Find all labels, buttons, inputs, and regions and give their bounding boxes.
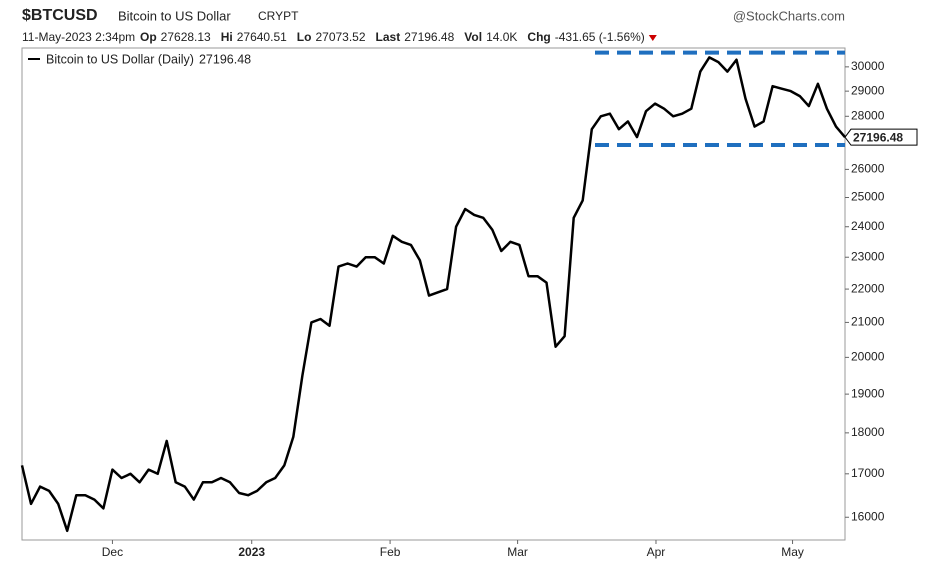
x-tick-label: Apr	[647, 545, 666, 559]
stat-label: Last	[376, 30, 401, 44]
y-tick-label: 19000	[851, 386, 885, 400]
y-tick-label: 17000	[851, 466, 885, 480]
y-tick-label: 23000	[851, 249, 885, 263]
stat-value: 14.0K	[486, 30, 517, 44]
legend-label: Bitcoin to US Dollar (Daily)	[46, 52, 194, 66]
last-price-pointer	[844, 128, 918, 146]
exchange: CRYPT	[258, 9, 299, 23]
x-tick-label: May	[781, 545, 804, 559]
y-tick-label: 25000	[851, 190, 885, 204]
stat-label: Hi	[221, 30, 233, 44]
stat-value: 27628.13	[161, 30, 211, 44]
y-tick-label: 18000	[851, 425, 885, 439]
last-price-label: 27196.48	[853, 130, 903, 144]
y-tick-label: 21000	[851, 315, 885, 329]
y-tick-label: 22000	[851, 281, 885, 295]
source: @StockCharts.com	[733, 8, 845, 23]
stat-label: Lo	[297, 30, 312, 44]
price-line	[20, 56, 846, 533]
change-down-icon	[648, 35, 657, 41]
y-tick-label: 26000	[851, 162, 885, 176]
y-tick-label: 16000	[851, 509, 885, 523]
y-tick-label: 28000	[851, 108, 885, 122]
y-tick-label: 24000	[851, 219, 885, 233]
symbol: $BTCUSD	[22, 7, 98, 24]
x-tick-label: Dec	[102, 545, 123, 559]
plot-frame	[21, 47, 846, 541]
stat-label: Op	[140, 30, 157, 44]
chart-title: Bitcoin to US Dollar	[118, 8, 231, 23]
legend-value: 27196.48	[199, 52, 251, 66]
x-tick-label: 2023	[238, 545, 265, 559]
stat-label: Chg	[527, 30, 550, 44]
stat-value: 27640.51	[237, 30, 287, 44]
stat-label: Vol	[464, 30, 482, 44]
y-tick-label: 29000	[851, 83, 885, 97]
stat-value: 27073.52	[315, 30, 365, 44]
y-tick-label: 30000	[851, 59, 885, 73]
x-tick-label: Feb	[380, 545, 401, 559]
timestamp: 11-May-2023 2:34pm	[22, 30, 135, 44]
stat-value: -431.65 (-1.56%)	[555, 30, 645, 44]
y-tick-label: 20000	[851, 350, 885, 364]
stat-value: 27196.48	[404, 30, 454, 44]
x-tick-label: Mar	[507, 545, 528, 559]
